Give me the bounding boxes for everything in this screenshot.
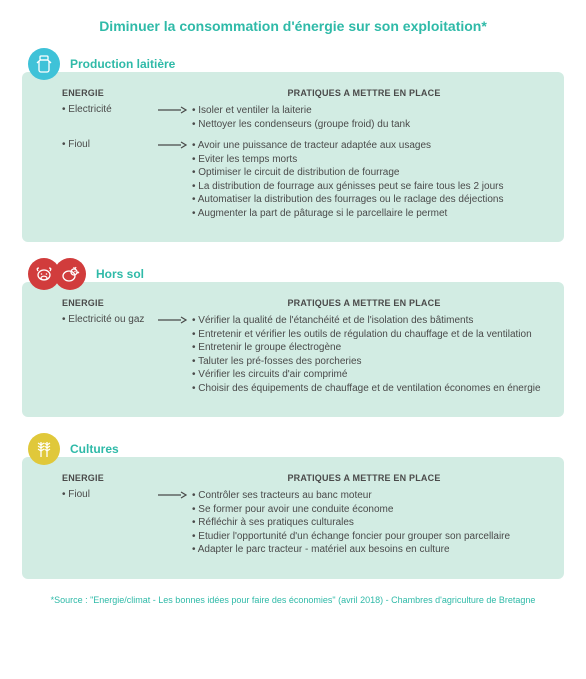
- section-title: Hors sol: [96, 267, 144, 281]
- arrow-icon: [152, 139, 192, 220]
- section: Hors solENERGIEPRATIQUES A METTRE EN PLA…: [22, 258, 564, 417]
- practices-heading: PRATIQUES A METTRE EN PLACE: [182, 88, 546, 98]
- practices-list: Vérifier la qualité de l'étanchéité et d…: [192, 314, 546, 395]
- milk-can-icon: [28, 48, 60, 80]
- practices-heading: PRATIQUES A METTRE EN PLACE: [182, 298, 546, 308]
- icon-group: [28, 433, 60, 465]
- arrow-icon: [152, 104, 192, 131]
- practice-item: Contrôler ses tracteurs au banc moteur: [192, 489, 546, 503]
- energie-heading: ENERGIE: [62, 88, 182, 98]
- arrow-icon: [152, 489, 192, 557]
- energy-label: Electricité ou gaz: [62, 314, 152, 395]
- practice-item: Réfléchir à ses pratiques culturales: [192, 516, 546, 530]
- page-title: Diminuer la consommation d'énergie sur s…: [22, 18, 564, 34]
- practice-item: Entretenir le groupe électrogène: [192, 341, 546, 355]
- practice-item: Eviter les temps morts: [192, 153, 546, 167]
- practice-item: Automatiser la distribution des fourrage…: [192, 193, 546, 207]
- section-panel: ENERGIEPRATIQUES A METTRE EN PLACE Electr…: [22, 282, 564, 417]
- practice-item: Se former pour avoir une conduite économ…: [192, 503, 546, 517]
- practices-list: Avoir une puissance de tracteur adaptée …: [192, 139, 546, 220]
- energy-row: Fioul Avoir une puissance de tracteur ada…: [62, 139, 546, 220]
- practice-item: Augmenter la part de pâturage si le parc…: [192, 207, 546, 221]
- practice-item: Entretenir et vérifier les outils de rég…: [192, 328, 546, 342]
- practices-heading: PRATIQUES A METTRE EN PLACE: [182, 473, 546, 483]
- section: CulturesENERGIEPRATIQUES A METTRE EN PLA…: [22, 433, 564, 579]
- energy-label: Electricité: [62, 104, 152, 131]
- practice-item: Etudier l'opportunité d'un échange fonci…: [192, 530, 546, 544]
- practice-item: Nettoyer les condenseurs (groupe froid) …: [192, 118, 546, 132]
- energy-label: Fioul: [62, 489, 152, 557]
- energie-heading: ENERGIE: [62, 298, 182, 308]
- section-panel: ENERGIEPRATIQUES A METTRE EN PLACE Electr…: [22, 72, 564, 242]
- section-panel: ENERGIEPRATIQUES A METTRE EN PLACE Fioul C…: [22, 457, 564, 579]
- practice-item: La distribution de fourrage aux génisses…: [192, 180, 546, 194]
- practice-item: Avoir une puissance de tracteur adaptée …: [192, 139, 546, 153]
- practice-item: Taluter les pré-fosses des porcheries: [192, 355, 546, 369]
- icon-group: [28, 258, 86, 290]
- practices-list: Isoler et ventiler la laiterieNettoyer l…: [192, 104, 546, 131]
- practice-item: Vérifier les circuits d'air comprimé: [192, 368, 546, 382]
- section-title: Cultures: [70, 442, 119, 456]
- practice-item: Choisir des équipements de chauffage et …: [192, 382, 546, 396]
- energy-row: Electricité Isoler et ventiler la laiteri…: [62, 104, 546, 131]
- icon-group: [28, 48, 60, 80]
- columns-header: ENERGIEPRATIQUES A METTRE EN PLACE: [62, 298, 546, 308]
- energy-label: Fioul: [62, 139, 152, 220]
- arrow-icon: [152, 314, 192, 395]
- columns-header: ENERGIEPRATIQUES A METTRE EN PLACE: [62, 473, 546, 483]
- practice-item: Vérifier la qualité de l'étanchéité et d…: [192, 314, 546, 328]
- practices-list: Contrôler ses tracteurs au banc moteurSe…: [192, 489, 546, 557]
- chicken-icon: [54, 258, 86, 290]
- wheat-icon: [28, 433, 60, 465]
- energy-row: Electricité ou gaz Vérifier la qualité de…: [62, 314, 546, 395]
- practice-item: Optimiser le circuit de distribution de …: [192, 166, 546, 180]
- energy-row: Fioul Contrôler ses tracteurs au banc mot…: [62, 489, 546, 557]
- section: Production laitièreENERGIEPRATIQUES A ME…: [22, 48, 564, 242]
- section-title: Production laitière: [70, 57, 175, 71]
- practice-item: Isoler et ventiler la laiterie: [192, 104, 546, 118]
- energie-heading: ENERGIE: [62, 473, 182, 483]
- columns-header: ENERGIEPRATIQUES A METTRE EN PLACE: [62, 88, 546, 98]
- source-footnote: *Source : "Energie/climat - Les bonnes i…: [22, 595, 564, 607]
- practice-item: Adapter le parc tracteur - matériel aux …: [192, 543, 546, 557]
